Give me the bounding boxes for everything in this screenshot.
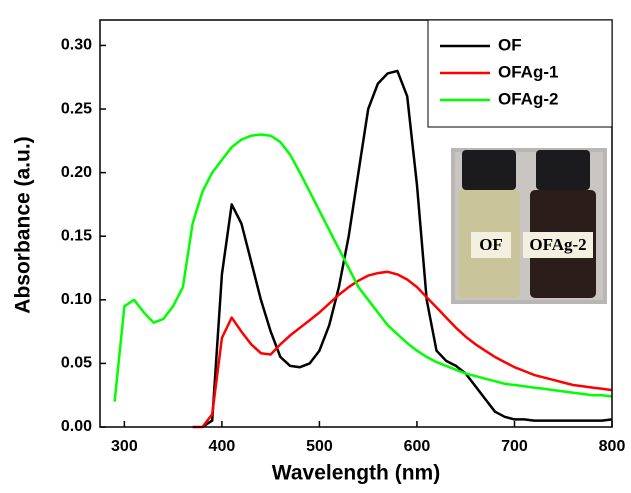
y-tick-label: 0.15 xyxy=(61,227,92,244)
y-tick-label: 0.05 xyxy=(61,355,92,372)
x-tick-label: 300 xyxy=(111,438,138,455)
legend-label: OFAg-1 xyxy=(498,62,558,81)
plot-frame xyxy=(99,19,613,428)
y-tick-label: 0.00 xyxy=(61,418,92,435)
y-tick-label: 0.10 xyxy=(61,291,92,308)
cap xyxy=(536,150,590,190)
x-tick-label: 800 xyxy=(599,438,626,455)
y-axis-title: Absorbance (a.u.) xyxy=(12,136,35,313)
series-line xyxy=(192,270,613,429)
y-tick-label: 0.25 xyxy=(61,100,92,117)
x-tick-label: 400 xyxy=(209,438,236,455)
legend-label: OF xyxy=(498,35,522,54)
inset-label: OFAg-2 xyxy=(529,235,586,254)
series-line xyxy=(201,69,613,429)
x-axis-title: Wavelength (nm) xyxy=(272,462,440,485)
x-tick-label: 500 xyxy=(306,438,333,455)
inset-label: OF xyxy=(479,235,503,254)
label-paper xyxy=(471,232,511,258)
y-tick-label: 0.20 xyxy=(61,164,92,181)
cap xyxy=(462,150,516,190)
series-line xyxy=(113,133,613,402)
label-paper xyxy=(523,232,593,258)
legend-label: OFAg-2 xyxy=(498,89,558,108)
x-tick-label: 600 xyxy=(404,438,431,455)
inset-photo: OF OFAg-2 xyxy=(451,148,607,304)
x-tick-label: 700 xyxy=(501,438,528,455)
y-tick-label: 0.30 xyxy=(61,37,92,54)
